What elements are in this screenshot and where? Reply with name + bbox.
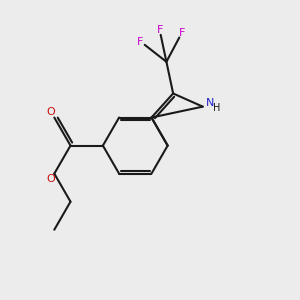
Text: H: H [213, 103, 220, 112]
Text: F: F [178, 28, 185, 38]
Text: F: F [137, 37, 144, 46]
Text: F: F [156, 25, 163, 35]
Text: N: N [206, 98, 214, 107]
Text: O: O [47, 174, 56, 184]
Text: O: O [47, 107, 56, 117]
